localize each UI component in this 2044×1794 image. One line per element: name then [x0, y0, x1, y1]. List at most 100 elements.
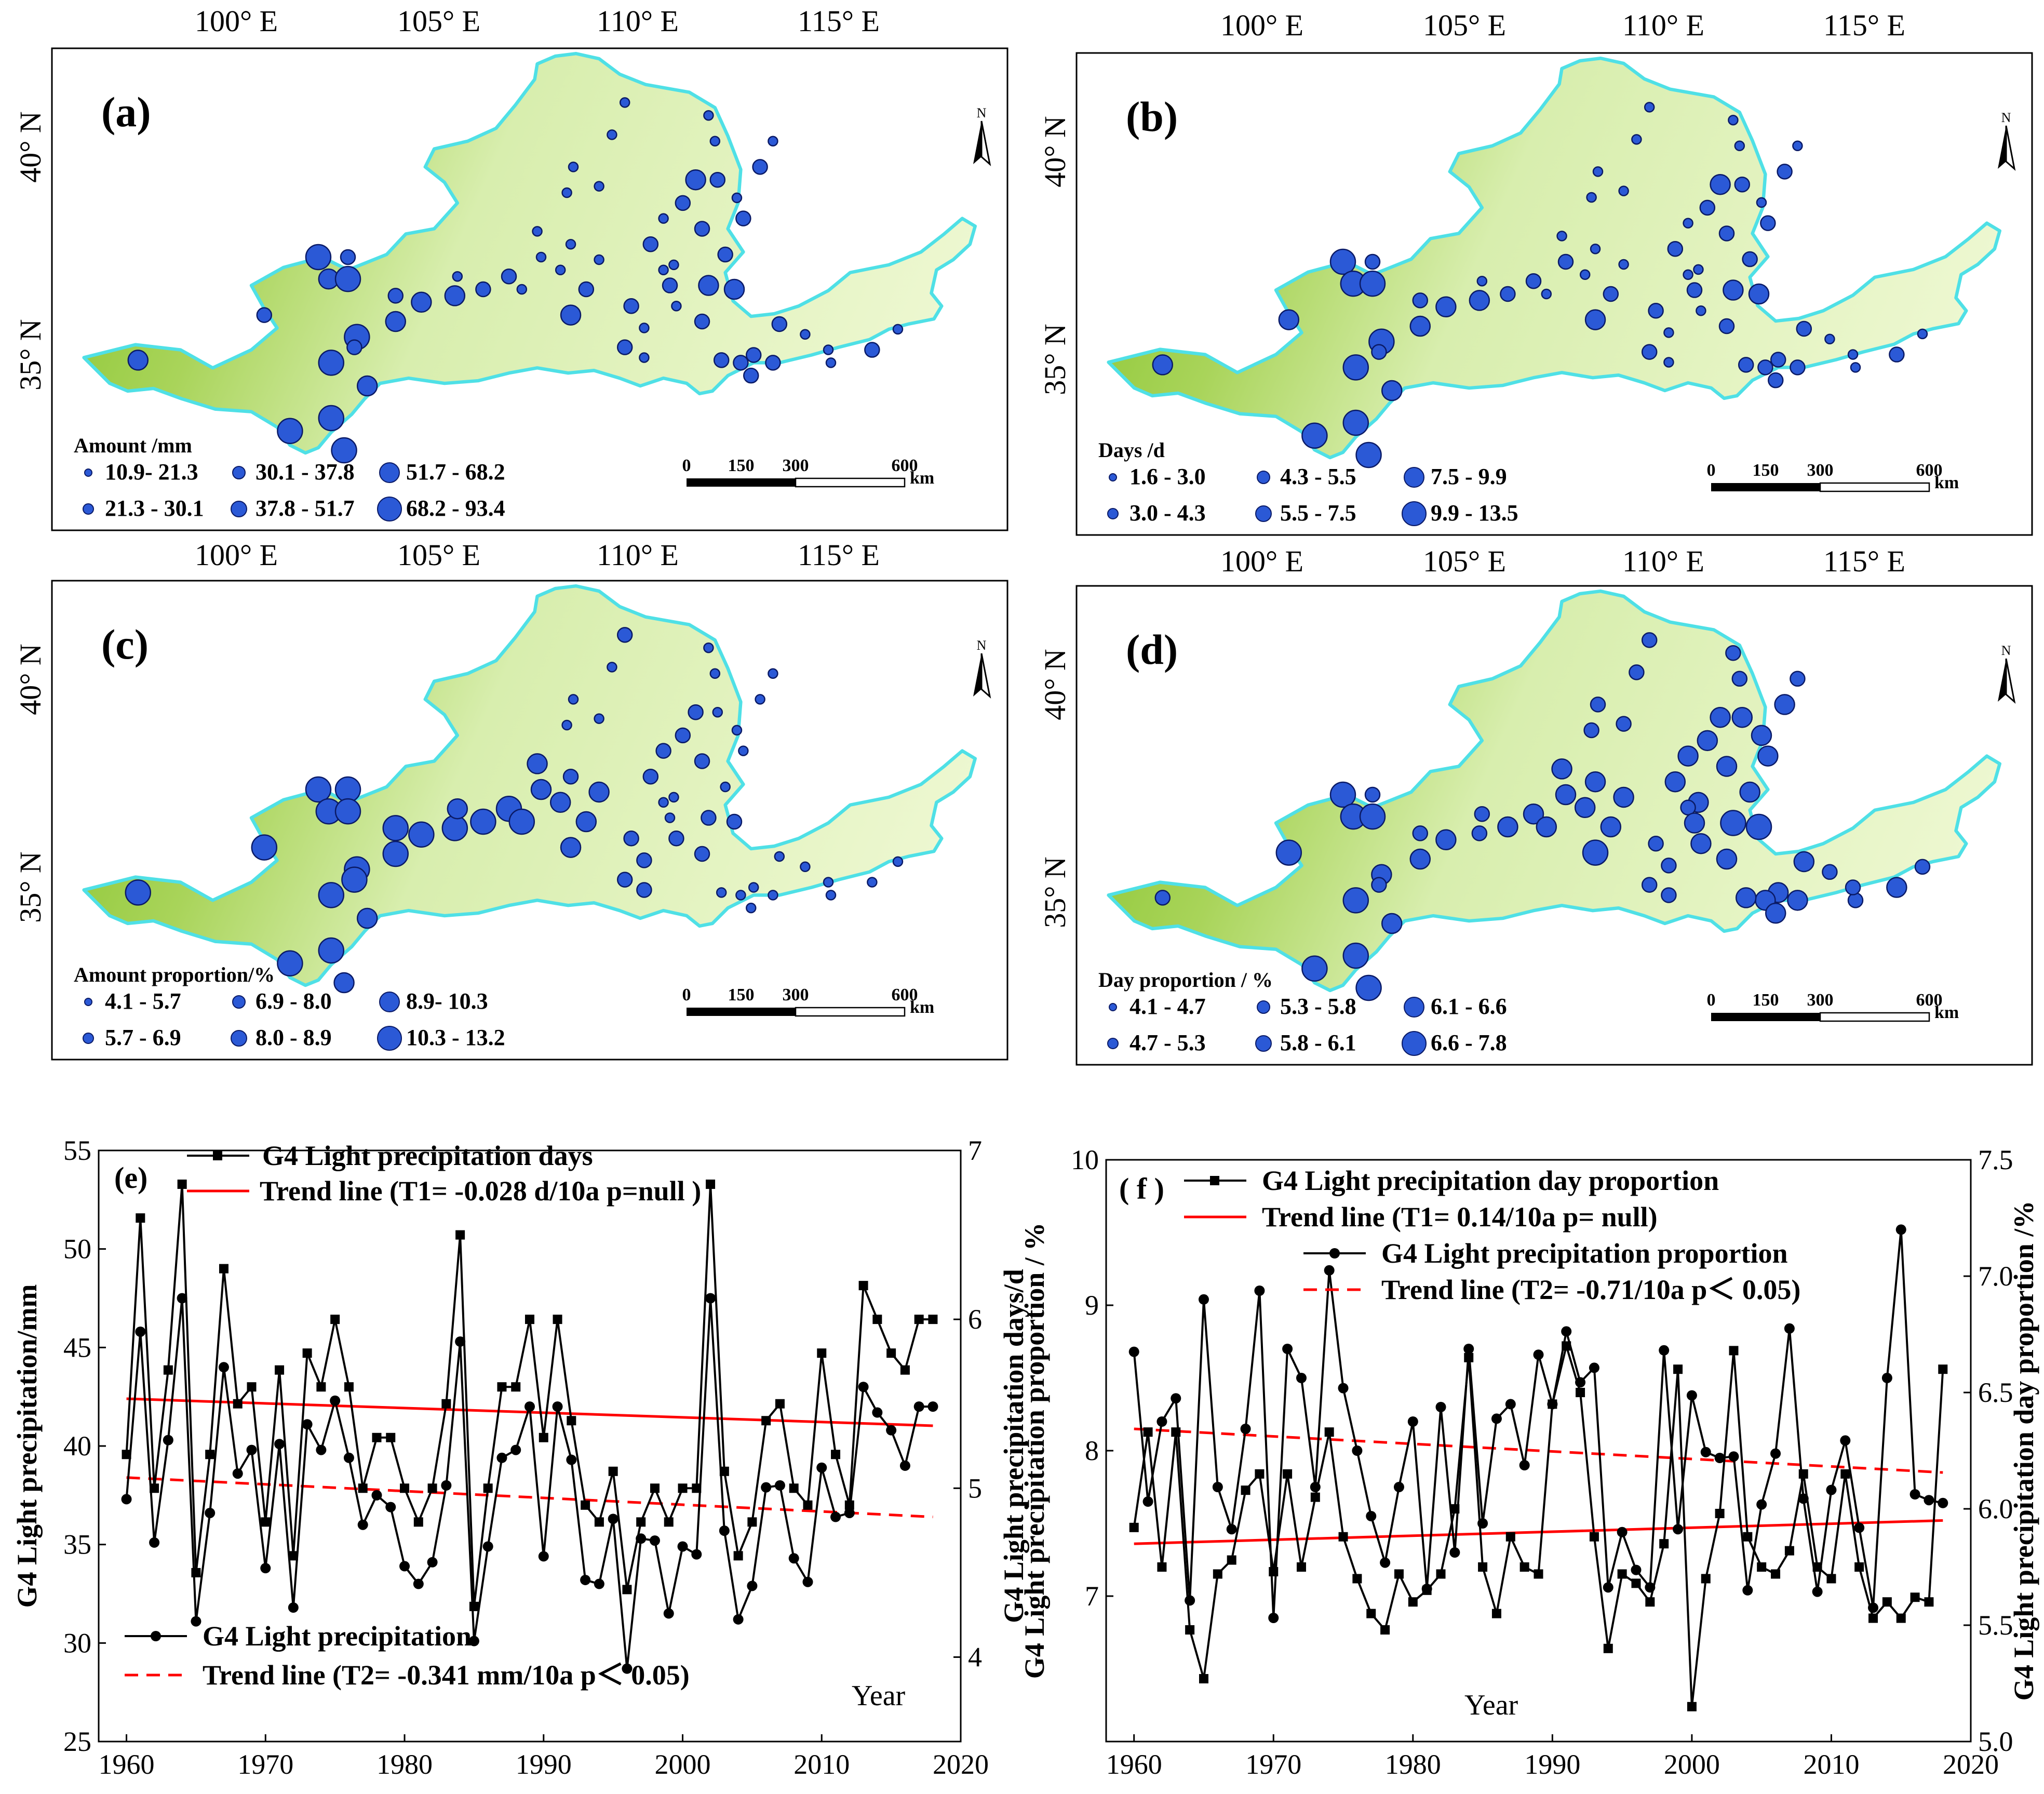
legend-symbol [1257, 471, 1270, 484]
legend-symbol [84, 468, 92, 477]
data-point-circle [163, 1435, 173, 1445]
data-point-circle [747, 1581, 758, 1591]
scale-tick: 600 [892, 985, 918, 1005]
data-point-square [1603, 1643, 1613, 1653]
legend-symbol [83, 1033, 94, 1044]
data-point-square [205, 1450, 215, 1460]
data-point-square [608, 1466, 618, 1476]
station-marker [1710, 706, 1731, 728]
scale-bar-white [1819, 1012, 1930, 1022]
x-tick-label: 2010 [1803, 1749, 1859, 1780]
legend-symbol [232, 466, 246, 479]
data-point-circle [371, 1490, 382, 1501]
station-marker [1644, 102, 1655, 113]
station-marker [1500, 286, 1516, 302]
station-marker [1686, 282, 1703, 298]
data-point-square [886, 1348, 896, 1358]
station-marker [685, 169, 706, 191]
legend-marker-circle [1329, 1248, 1340, 1259]
legend-symbol [231, 501, 247, 517]
data-point-square [1701, 1574, 1711, 1584]
scale-bar-black [1711, 483, 1820, 491]
legend-symbol [1257, 1000, 1270, 1014]
data-point-square [747, 1517, 757, 1527]
legend-item: 6.1 - 6.6 [1431, 994, 1507, 1019]
data-point-circle [1212, 1482, 1223, 1492]
data-point-circle [1826, 1484, 1837, 1495]
station-marker [623, 298, 639, 314]
station-marker [385, 311, 407, 332]
data-point-square [122, 1450, 131, 1460]
data-point-circle [1505, 1399, 1516, 1410]
longitude-label: 105° E [1423, 8, 1506, 42]
station-marker [1342, 409, 1369, 436]
legend-title: Amount proportion/% [74, 963, 275, 986]
station-marker [1847, 892, 1864, 908]
y-tick-label-left: 50 [63, 1234, 91, 1265]
station-marker [594, 713, 604, 724]
data-point-circle [274, 1439, 285, 1450]
station-marker [636, 882, 652, 898]
station-marker [1371, 344, 1387, 360]
station-marker [334, 798, 361, 825]
data-point-square [288, 1551, 298, 1561]
station-marker [1371, 877, 1387, 893]
data-point-square [136, 1213, 145, 1223]
station-marker [892, 856, 904, 867]
station-marker [1745, 813, 1772, 840]
station-marker [668, 792, 679, 803]
station-marker [1582, 839, 1609, 866]
data-point-square [1157, 1562, 1167, 1572]
station-marker [675, 195, 691, 211]
data-point-square [706, 1180, 716, 1189]
station-marker [1731, 671, 1748, 687]
data-point-circle [357, 1519, 368, 1530]
legend-marker-square [1210, 1176, 1219, 1185]
y-tick-label-right: 7.5 [1978, 1144, 2013, 1175]
station-marker [712, 706, 723, 718]
station-marker [771, 316, 788, 332]
x-tick-label: 1970 [1245, 1749, 1301, 1780]
station-marker [892, 324, 904, 335]
north-arrow-right [980, 653, 991, 699]
station-marker [1412, 292, 1429, 309]
scale-bar-white [1819, 482, 1930, 492]
data-point-square [1673, 1364, 1683, 1374]
station-marker [825, 357, 837, 368]
scale-tick: 0 [682, 985, 691, 1005]
data-point-circle [1924, 1495, 1934, 1506]
data-point-square [358, 1483, 368, 1493]
x-tick-label: 2000 [1664, 1749, 1720, 1780]
north-label: N [977, 638, 987, 653]
data-point-circle [1519, 1460, 1530, 1470]
data-point-circle [525, 1401, 535, 1412]
data-point-square [1269, 1567, 1279, 1576]
data-point-square [1882, 1597, 1892, 1607]
data-point-circle [1296, 1373, 1307, 1383]
station-marker [1152, 354, 1174, 376]
station-marker [1667, 240, 1684, 257]
data-point-circle [1714, 1453, 1725, 1463]
station-marker [594, 254, 604, 265]
data-point-square [150, 1483, 159, 1493]
station-marker [720, 781, 731, 793]
legend-item: 5.8 - 6.1 [1280, 1030, 1356, 1055]
station-marker [1525, 273, 1542, 289]
station-marker [305, 776, 332, 803]
station-marker [1739, 781, 1760, 803]
data-point-square [1798, 1469, 1808, 1479]
data-point-square [1729, 1346, 1739, 1356]
map-panel-d: 100° E 105° E 110° E 115° E 40° N 35° N (d) N Da… [1038, 544, 2033, 1066]
north-arrow-right [2005, 658, 2016, 704]
data-point-circle [636, 1533, 647, 1544]
data-point-circle [343, 1452, 354, 1463]
longitude-label: 115° E [1823, 544, 1905, 578]
station-marker [639, 323, 650, 333]
station-marker [768, 668, 778, 679]
station-marker [356, 375, 378, 397]
station-marker [1412, 825, 1429, 841]
scale-unit: km [1934, 473, 1959, 492]
data-point-circle [1938, 1497, 1948, 1508]
data-point-square [636, 1517, 646, 1527]
station-marker [768, 890, 778, 901]
